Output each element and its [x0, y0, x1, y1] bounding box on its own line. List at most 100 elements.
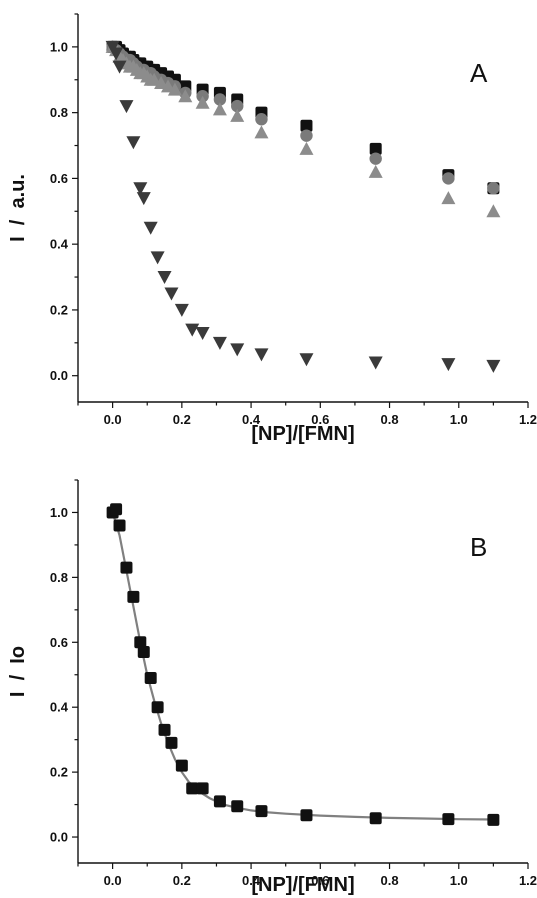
data-point-square [196, 782, 209, 795]
data-point-triangle-down [486, 359, 501, 373]
data-point-triangle-up [195, 95, 210, 109]
data-point-circle [442, 172, 455, 185]
data-point-circle [213, 93, 227, 106]
panel-letter: B [470, 532, 487, 562]
data-point-triangle-up [486, 204, 501, 218]
series-square [106, 503, 500, 826]
x-tick-label: 0.0 [104, 412, 122, 427]
data-point-square [231, 800, 244, 813]
data-point-square [487, 813, 500, 826]
y-tick-label: 0.8 [50, 105, 68, 120]
series-circle [106, 40, 500, 195]
data-point-triangle-down [136, 192, 151, 206]
data-point-circle [487, 182, 500, 195]
data-point-triangle-down [299, 353, 314, 367]
y-tick-label: 0.6 [50, 635, 68, 650]
y-tick-label: 0.4 [50, 237, 69, 252]
data-point-triangle-up [299, 141, 314, 155]
data-point-triangle-up [230, 108, 245, 122]
data-point-square [300, 119, 313, 132]
x-tick-label: 0.6 [311, 873, 329, 888]
data-point-triangle-down [143, 221, 158, 235]
data-point-triangle-down [119, 100, 134, 114]
data-point-triangle-down [185, 323, 200, 337]
x-tick-label: 1.0 [450, 873, 468, 888]
data-point-square [144, 671, 157, 684]
data-point-square [113, 519, 126, 532]
y-tick-label: 0.8 [50, 570, 68, 585]
series-square [106, 40, 500, 195]
data-point-square [151, 701, 164, 714]
x-tick-label: 0.2 [173, 873, 191, 888]
data-point-circle [255, 113, 268, 126]
data-point-triangle-down [164, 287, 179, 301]
x-tick-label: 0.4 [242, 873, 261, 888]
y-tick-label: 0.0 [50, 830, 68, 845]
data-point-square [369, 142, 382, 155]
data-point-square [175, 759, 188, 772]
series-triangle-down [105, 40, 501, 373]
data-point-triangle-down [368, 356, 383, 370]
data-point-circle [300, 129, 313, 142]
data-point-triangle-down [157, 271, 172, 285]
x-tick-label: 1.2 [519, 412, 537, 427]
data-point-triangle-up [178, 89, 193, 103]
x-tick-label: 0.8 [380, 873, 398, 888]
data-point-triangle-down [195, 326, 210, 340]
y-tick-label: 0.4 [50, 700, 69, 715]
data-point-triangle-down [254, 348, 269, 362]
data-point-triangle-up [254, 125, 269, 139]
data-point-square [369, 812, 382, 825]
panel-b: 0.0 0.2 0.4 0.6 0.8 1.0 1.2 0.0 0.2 0.4 0.6 0.8 1.0 [… [7, 479, 537, 896]
data-point-triangle-down [230, 343, 245, 357]
data-point-square [120, 561, 133, 574]
data-point-square [127, 590, 140, 603]
x-axis-title: [NP]/[FMN] [251, 423, 354, 445]
data-point-circle [369, 152, 382, 165]
panel-a: 0.0 0.2 0.4 0.6 0.8 1.0 1.2 0.0 0.2 0.4 0.6 0.8 1.0 [… [7, 13, 537, 445]
data-point-triangle-down [150, 251, 165, 265]
data-point-square [442, 813, 455, 826]
data-point-triangle-down [174, 303, 189, 317]
y-tick-label: 0.2 [50, 302, 68, 317]
data-point-square [134, 636, 147, 649]
data-point-triangle-down [105, 40, 120, 54]
data-point-triangle-up [441, 191, 456, 205]
data-point-circle [231, 99, 244, 113]
data-point-triangle-down [212, 336, 227, 350]
data-point-triangle-up [368, 164, 383, 178]
data-point-square [186, 782, 199, 795]
data-point-square [158, 723, 171, 736]
data-point-triangle-down [441, 358, 456, 372]
data-point-square [165, 736, 178, 749]
data-point-triangle-down [112, 60, 127, 74]
x-tick-label: 0.2 [173, 412, 191, 427]
data-point-square [300, 809, 313, 822]
y-tick-label: 0.0 [50, 368, 68, 383]
data-point-triangle-down [109, 47, 124, 61]
x-tick-label: 0.0 [104, 873, 122, 888]
data-point-square [255, 805, 268, 818]
y-tick-label: 1.0 [50, 39, 68, 54]
data-point-square [213, 795, 226, 808]
data-point-triangle-down [133, 182, 148, 196]
panel-letter: A [470, 58, 488, 88]
y-axis-title: I / a.u. [7, 174, 29, 242]
data-point-triangle-up [167, 82, 182, 96]
x-axis-title: [NP]/[FMN] [251, 874, 354, 896]
y-tick-label: 0.6 [50, 171, 68, 186]
x-tick-label: 1.0 [450, 412, 468, 427]
data-point-square [137, 646, 150, 659]
fit-curve [111, 512, 494, 821]
x-tick-label: 0.4 [242, 412, 261, 427]
y-axis-title: I / Io [7, 646, 29, 697]
x-tick-label: 0.8 [380, 412, 398, 427]
y-tick-label: 1.0 [50, 505, 68, 520]
x-tick-label: 0.6 [311, 412, 329, 427]
data-point-triangle-up [212, 102, 227, 116]
data-point-square [110, 503, 123, 516]
x-tick-label: 1.2 [519, 873, 537, 888]
y-tick-label: 0.2 [50, 765, 68, 780]
data-point-triangle-down [126, 136, 141, 150]
